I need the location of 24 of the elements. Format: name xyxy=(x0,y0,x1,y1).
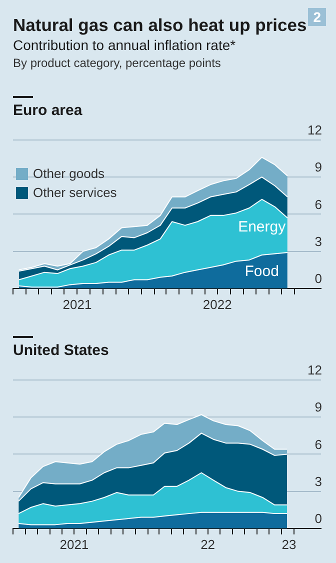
x-tick-label: 22 xyxy=(200,536,216,552)
chart-title: United States xyxy=(13,336,323,362)
x-tick-label: 2022 xyxy=(202,296,232,312)
y-tick-label: 9 xyxy=(314,160,322,175)
y-tick-label: 3 xyxy=(314,474,322,489)
text: Natural gas can also heat up prices xyxy=(13,15,307,35)
y-tick-label: 0 xyxy=(314,270,322,286)
x-tick-label: 2021 xyxy=(62,296,92,312)
y-tick-label: 0 xyxy=(314,510,322,526)
legend-label: Other goods xyxy=(33,166,105,181)
series-label: Food xyxy=(244,262,279,280)
text: 2 xyxy=(308,8,326,26)
y-tick-label: 3 xyxy=(314,234,322,249)
series-label: Energy xyxy=(238,218,286,236)
y-tick-label: 12 xyxy=(308,362,322,378)
y-tick-label: 12 xyxy=(308,122,322,138)
y-tick-label: 9 xyxy=(314,400,322,415)
x-tick-label: 23 xyxy=(282,536,296,552)
legend-label: Other services xyxy=(33,185,117,200)
chart-title: Euro area xyxy=(13,96,323,122)
x-tick-label: 2021 xyxy=(60,536,89,552)
text: Contribution to annual inflation rate* By product category, percentage points xyxy=(13,36,237,72)
y-tick-label: 6 xyxy=(314,436,322,452)
y-tick-label: 6 xyxy=(314,196,322,212)
